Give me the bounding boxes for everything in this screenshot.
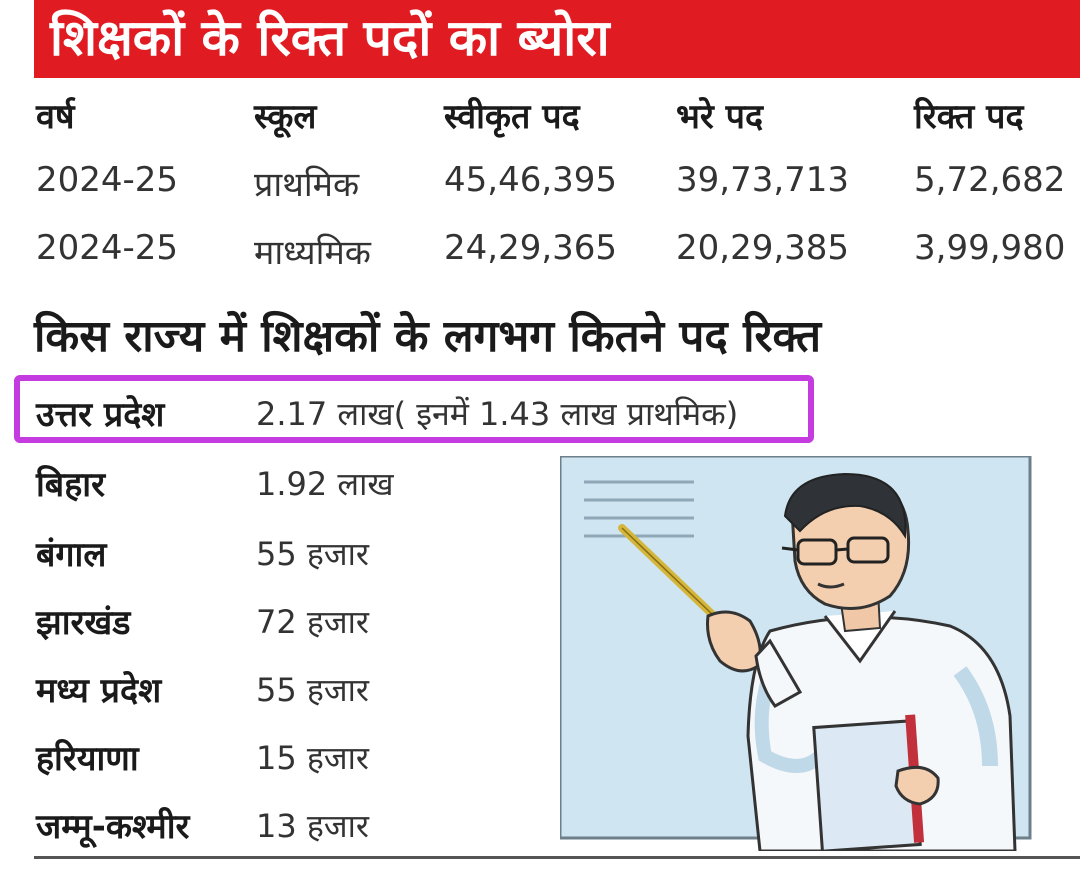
- col-header-sanctioned: स्वीकृत पद: [444, 97, 580, 137]
- state-value: 1.92 लाख: [256, 465, 394, 503]
- col-header-vacant: रिक्त पद: [914, 97, 1024, 137]
- page-title: शिक्षकों के रिक्त पदों का ब्योरा: [50, 9, 610, 67]
- table-cell: 20,29,385: [676, 228, 850, 268]
- state-name: बंगाल: [36, 535, 107, 575]
- table-cell: 39,73,713: [676, 160, 850, 200]
- state-value: 15 हजार: [256, 739, 370, 777]
- state-value: 55 हजार: [256, 671, 370, 709]
- table-cell: 2024-25: [36, 160, 179, 200]
- state-value: 13 हजार: [256, 807, 370, 845]
- col-header-filled: भरे पद: [676, 97, 764, 137]
- table-cell: 2024-25: [36, 228, 179, 268]
- hair: [783, 472, 907, 540]
- col-header-school: स्कूल: [254, 97, 317, 137]
- highlight-box: [14, 375, 814, 443]
- table-cell: 45,46,395: [444, 160, 618, 200]
- table-cell: प्राथमिक: [254, 165, 360, 205]
- state-value: 55 हजार: [256, 535, 370, 573]
- state-name: बिहार: [36, 465, 105, 505]
- state-value: 2.17 लाख( इनमें 1.43 लाख प्राथमिक): [256, 395, 739, 433]
- table-cell: 24,29,365: [444, 228, 618, 268]
- state-name: उत्तर प्रदेश: [36, 395, 165, 435]
- state-name: जम्मू-कश्मीर: [36, 807, 190, 847]
- state-name: मध्य प्रदेश: [36, 671, 162, 711]
- glasses: [781, 536, 890, 566]
- table-cell: 3,99,980: [914, 228, 1066, 268]
- bottom-rule: [34, 856, 1080, 859]
- board-lines: [584, 480, 694, 538]
- table-cell: माध्यमिक: [254, 233, 371, 273]
- state-value: 72 हजार: [256, 603, 370, 641]
- title-banner: शिक्षकों के रिक्त पदों का ब्योरा: [34, 0, 1080, 78]
- state-name: हरियाणा: [36, 739, 139, 779]
- col-header-year: वर्ष: [36, 97, 75, 137]
- table-cell: 5,72,682: [914, 160, 1066, 200]
- states-heading: किस राज्य में शिक्षकों के लगभग कितने पद …: [34, 311, 822, 362]
- state-name: झारखंड: [36, 603, 131, 643]
- teacher-illustration: [560, 456, 1032, 851]
